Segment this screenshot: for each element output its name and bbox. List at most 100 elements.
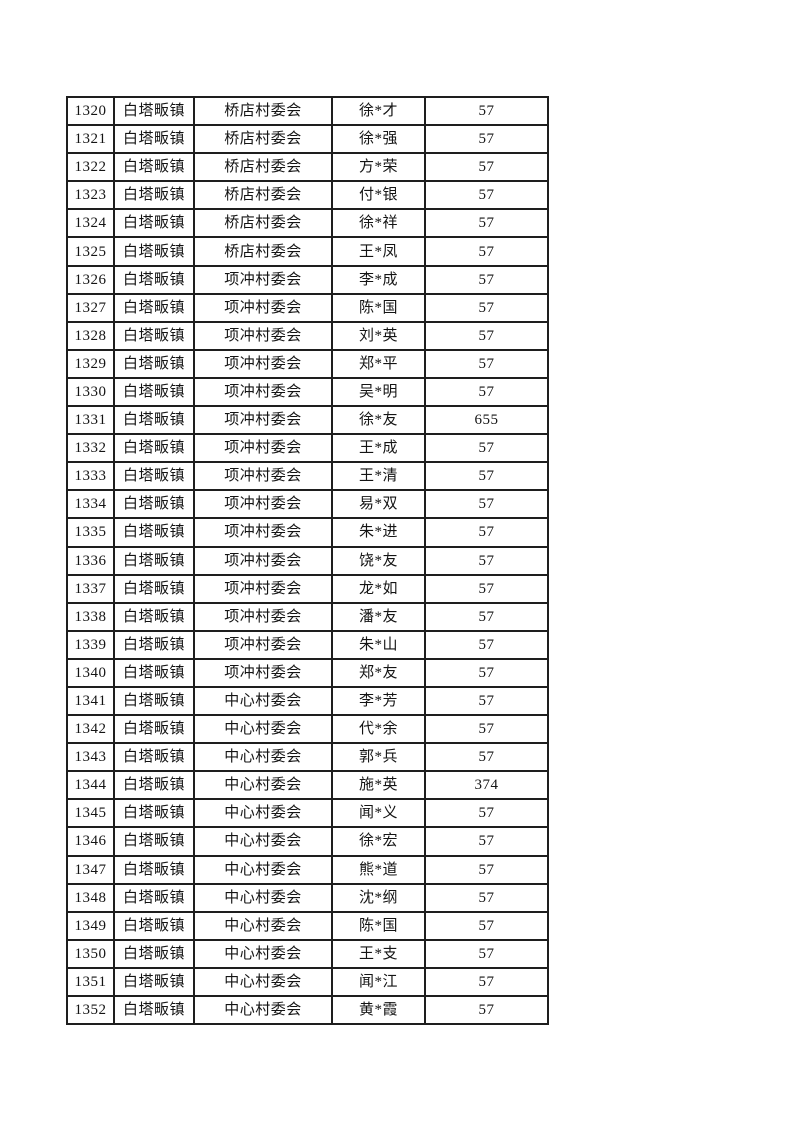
table-cell-amount: 57 [424,292,549,323]
table-cell-village: 中心村委会 [193,882,333,913]
table-cell-village: 项冲村委会 [193,264,333,295]
table-cell-village: 中心村委会 [193,826,333,857]
table-row: 1323 白塔畈镇 桥店村委会 付*银 57 [66,180,549,211]
table-cell-serial: 1325 [66,236,115,267]
table-body: 1320 白塔畈镇 桥店村委会 徐*才 57 1321 白塔畈镇 桥店村委会 徐*强 57 1322… [66,95,549,1026]
table-row: 1334 白塔畈镇 项冲村委会 易*双 57 [66,489,549,520]
table-cell-amount: 57 [424,714,549,745]
table-cell-name: 王*清 [331,461,426,492]
table-cell-village: 中心村委会 [193,685,333,717]
table-cell-serial: 1350 [66,938,115,969]
table-cell-name: 朱*进 [331,517,426,548]
table-cell-village: 项冲村委会 [193,348,333,379]
table-cell-town: 白塔畈镇 [113,517,195,548]
table-cell-serial: 1342 [66,714,115,745]
table-row: 1350 白塔畈镇 中心村委会 王*支 57 [66,938,549,969]
table-cell-serial: 1323 [66,180,115,211]
table-cell-name: 黄*霞 [331,994,426,1026]
table-cell-town: 白塔畈镇 [113,545,195,576]
table-cell-name: 王*凤 [331,236,426,267]
table-row: 1352 白塔畈镇 中心村委会 黄*霞 57 [66,994,549,1026]
table-cell-serial: 1332 [66,433,115,464]
table-cell-amount: 57 [424,742,549,773]
table-cell-serial: 1331 [66,405,115,436]
table-cell-village: 项冲村委会 [193,517,333,548]
table-cell-town: 白塔畈镇 [113,601,195,632]
table-cell-town: 白塔畈镇 [113,882,195,913]
table-cell-village: 中心村委会 [193,994,333,1026]
table-row: 1337 白塔畈镇 项冲村委会 龙*如 57 [66,573,549,604]
table-cell-town: 白塔畈镇 [113,910,195,941]
table-cell-serial: 1324 [66,208,115,239]
table-cell-village: 项冲村委会 [193,461,333,492]
table-cell-village: 中心村委会 [193,714,333,745]
table-cell-village: 中心村委会 [193,798,333,829]
table-cell-town: 白塔畈镇 [113,685,195,717]
table-cell-name: 陈*国 [331,910,426,941]
table-cell-town: 白塔畈镇 [113,798,195,829]
table-cell-village: 项冲村委会 [193,489,333,520]
table-cell-town: 白塔畈镇 [113,264,195,295]
table-cell-serial: 1343 [66,742,115,773]
table-cell-amount: 57 [424,685,549,717]
table-cell-amount: 57 [424,208,549,239]
table-cell-name: 徐*祥 [331,208,426,239]
table-cell-name: 李*成 [331,264,426,295]
table-cell-serial: 1339 [66,629,115,660]
table-row: 1320 白塔畈镇 桥店村委会 徐*才 57 [66,95,549,127]
table-cell-village: 项冲村委会 [193,545,333,576]
table-cell-amount: 57 [424,124,549,155]
table-cell-amount: 57 [424,348,549,379]
table-cell-town: 白塔畈镇 [113,629,195,660]
table-cell-serial: 1349 [66,910,115,941]
table-cell-name: 朱*山 [331,629,426,660]
table-cell-village: 项冲村委会 [193,433,333,464]
table-cell-amount: 57 [424,236,549,267]
table-cell-town: 白塔畈镇 [113,826,195,857]
table-cell-serial: 1347 [66,854,115,885]
table-row: 1322 白塔畈镇 桥店村委会 方*荣 57 [66,152,549,183]
table-cell-name: 龙*如 [331,573,426,604]
table-cell-town: 白塔畈镇 [113,376,195,408]
table-cell-serial: 1352 [66,994,115,1026]
table-cell-amount: 57 [424,264,549,295]
table-cell-amount: 57 [424,938,549,969]
table-cell-town: 白塔畈镇 [113,95,195,127]
table-cell-village: 桥店村委会 [193,124,333,155]
table-cell-village: 中心村委会 [193,770,333,801]
table-cell-town: 白塔畈镇 [113,966,195,998]
table-cell-amount: 57 [424,629,549,660]
table-cell-amount: 57 [424,461,549,492]
table-cell-village: 项冲村委会 [193,573,333,604]
table-cell-village: 中心村委会 [193,910,333,941]
table-cell-name: 饶*友 [331,545,426,576]
table-cell-amount: 57 [424,433,549,464]
table-cell-amount: 57 [424,910,549,941]
table-cell-town: 白塔畈镇 [113,461,195,492]
table-row: 1348 白塔畈镇 中心村委会 沈*纲 57 [66,882,549,913]
table-cell-amount: 57 [424,826,549,857]
table-row: 1332 白塔畈镇 项冲村委会 王*成 57 [66,433,549,464]
table-cell-amount: 57 [424,573,549,604]
table-cell-name: 易*双 [331,489,426,520]
table-cell-name: 施*英 [331,770,426,801]
table-cell-name: 刘*英 [331,320,426,351]
table-cell-amount: 374 [424,770,549,801]
table-cell-serial: 1346 [66,826,115,857]
table-row: 1331 白塔畈镇 项冲村委会 徐*友 655 [66,405,549,436]
beneficiary-table: 1320 白塔畈镇 桥店村委会 徐*才 57 1321 白塔畈镇 桥店村委会 徐*强 57 1322… [66,95,549,1026]
table-cell-town: 白塔畈镇 [113,433,195,464]
table-cell-serial: 1334 [66,489,115,520]
table-row: 1333 白塔畈镇 项冲村委会 王*清 57 [66,461,549,492]
table-cell-name: 方*荣 [331,152,426,183]
table-cell-amount: 57 [424,798,549,829]
table-cell-amount: 57 [424,966,549,998]
table-cell-name: 郑*平 [331,348,426,379]
table-cell-serial: 1333 [66,461,115,492]
table-row: 1339 白塔畈镇 项冲村委会 朱*山 57 [66,629,549,660]
table-cell-name: 熊*道 [331,854,426,885]
table-row: 1324 白塔畈镇 桥店村委会 徐*祥 57 [66,208,549,239]
table-cell-name: 闻*江 [331,966,426,998]
table-cell-name: 王*成 [331,433,426,464]
table-cell-town: 白塔畈镇 [113,405,195,436]
